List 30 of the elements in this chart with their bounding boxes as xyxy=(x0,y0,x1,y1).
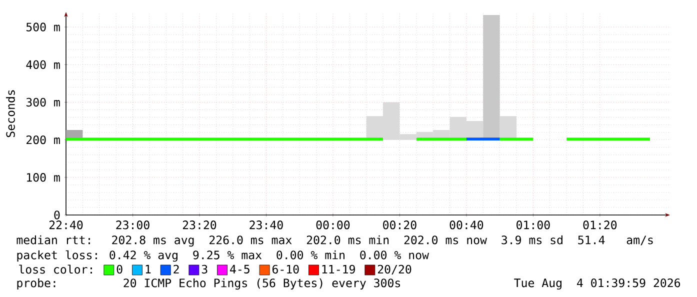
y-tick-label: 300 m xyxy=(26,98,60,107)
x-tick-label: 22:40 xyxy=(49,220,83,230)
legend-label: 4-5 xyxy=(230,264,250,274)
text: median rtt: 202.8 ms avg 226.0 ms max 202.0 ms min 202.0 ms now 3.9 ms sd 51.4 am/s xyxy=(16,235,653,247)
legend-label: 1 xyxy=(146,264,151,274)
text: Tue Aug 4 01:39:59 2026 xyxy=(514,278,680,290)
legend-label: 3 xyxy=(202,264,208,274)
x-tick-label: 00:00 xyxy=(316,220,350,230)
x-tick-label: 01:00 xyxy=(516,220,550,230)
legend-label: 6-10 xyxy=(272,264,299,274)
legend-label: 2 xyxy=(174,264,179,274)
y-tick-label: 200 m xyxy=(26,135,60,144)
bar xyxy=(500,116,517,140)
y-tick-label: 400 m xyxy=(26,60,60,69)
text: probe: 20 ICMP Echo Pings (56 Bytes) every 300s xyxy=(17,278,400,290)
y-tick-label: 500 m xyxy=(26,22,60,32)
legend-title: loss color: xyxy=(19,264,92,274)
text: packet loss: 0.42 % avg 9.25 % max 0.00 % min 0.00 % now xyxy=(17,250,430,262)
y-tick-label: 100 m xyxy=(27,173,60,182)
x-tick-label: 23:20 xyxy=(182,220,216,230)
x-tick-label: 01:20 xyxy=(583,220,617,230)
x-tick-label: 00:20 xyxy=(383,220,416,230)
y-axis-title: Seconds xyxy=(6,90,15,138)
y-tick-label: 0 xyxy=(54,210,60,220)
x-tick-label: 23:00 xyxy=(116,220,150,230)
x-tick-label: 00:40 xyxy=(450,220,484,230)
legend-label: 0 xyxy=(116,264,122,274)
legend-label: 11-19 xyxy=(322,264,355,274)
x-tick-label: 23:40 xyxy=(250,220,283,230)
legend-label: 20/20 xyxy=(378,264,412,274)
